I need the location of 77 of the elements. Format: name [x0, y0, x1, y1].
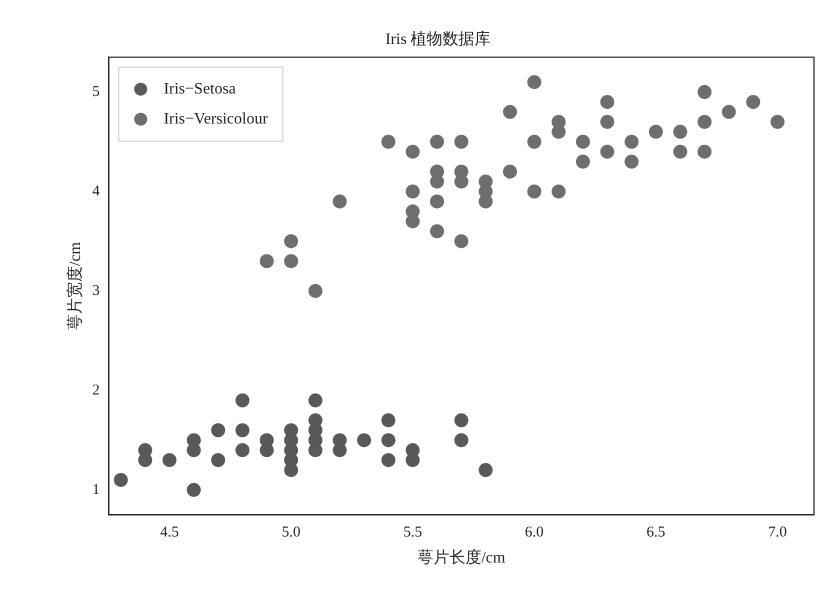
chart-title: Iris 植物数据库 — [385, 30, 491, 48]
point — [454, 413, 468, 428]
point — [308, 393, 322, 408]
point — [211, 423, 226, 438]
point — [698, 85, 712, 100]
point — [502, 104, 517, 119]
point — [722, 104, 736, 119]
x-axis-title: 萼片长度/cm — [417, 548, 506, 567]
point — [308, 284, 322, 298]
point — [430, 224, 444, 238]
point — [454, 433, 468, 448]
point — [357, 433, 372, 448]
point — [552, 124, 566, 139]
point — [332, 194, 347, 208]
y-tick-label: 5 — [92, 84, 100, 100]
point — [502, 164, 517, 179]
point — [284, 234, 298, 248]
point — [406, 184, 420, 198]
point — [698, 144, 712, 159]
point — [211, 453, 226, 468]
point — [770, 114, 785, 129]
point — [114, 472, 128, 487]
point — [186, 443, 201, 458]
y-tick-label: 3 — [92, 282, 100, 299]
x-tick-label: 7.0 — [768, 524, 787, 541]
point — [624, 134, 639, 149]
y-tick-label: 4 — [92, 183, 100, 200]
point — [454, 174, 468, 189]
x-tick-label: 5.0 — [282, 524, 300, 541]
point — [162, 453, 176, 468]
point — [600, 94, 614, 109]
point — [138, 453, 152, 468]
legend-label: Iris−Versicolour — [164, 110, 268, 128]
point — [673, 124, 688, 139]
point — [235, 393, 250, 408]
point — [381, 413, 396, 428]
point — [624, 154, 639, 169]
x-tick-label: 4.5 — [160, 524, 179, 541]
point — [284, 254, 298, 268]
point — [308, 423, 322, 438]
point — [381, 453, 396, 468]
point — [260, 433, 274, 448]
point — [527, 75, 542, 90]
y-tick-label: 2 — [92, 382, 100, 398]
point — [576, 134, 590, 149]
x-tick-label: 6.5 — [646, 524, 666, 541]
point — [673, 144, 688, 159]
point — [478, 463, 493, 478]
point — [648, 124, 663, 139]
point — [454, 234, 468, 248]
x-tick-label: 6.0 — [524, 524, 544, 541]
point — [746, 94, 760, 109]
legend-label: Iris−Setosa — [164, 80, 236, 98]
point — [235, 423, 250, 438]
point — [260, 254, 274, 268]
point — [406, 144, 420, 159]
point — [284, 423, 298, 438]
y-axis-title: 萼片宽度/cm — [66, 241, 84, 330]
x-tick-label: 5.5 — [403, 524, 422, 541]
point — [527, 184, 542, 198]
point — [552, 184, 566, 198]
point — [406, 214, 420, 228]
point — [527, 134, 542, 149]
point — [430, 134, 444, 149]
y-tick-label: 1 — [92, 482, 100, 498]
point — [235, 443, 250, 458]
point — [600, 114, 614, 129]
point — [381, 433, 396, 448]
point — [332, 443, 347, 458]
point — [381, 134, 396, 149]
point — [430, 194, 444, 208]
point — [186, 482, 201, 497]
point — [576, 154, 590, 169]
point — [406, 453, 420, 468]
point — [698, 114, 712, 129]
point — [600, 144, 614, 159]
point — [454, 134, 468, 149]
